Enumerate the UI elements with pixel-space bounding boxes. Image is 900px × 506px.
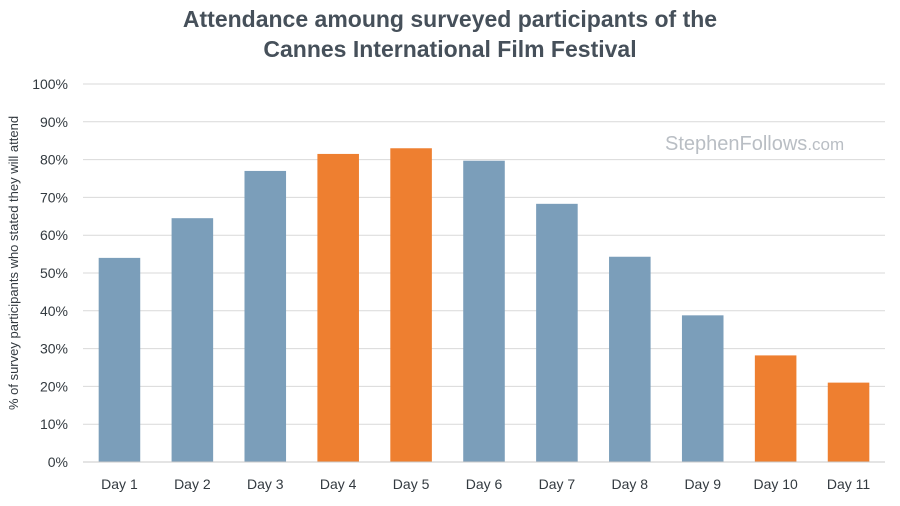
x-tick-label: Day 9 bbox=[684, 476, 721, 492]
y-tick-label: 90% bbox=[40, 114, 68, 130]
y-axis-ticks: 0% 10% 20% 30% 40% 50% 60% 70% 80% 90% 100% bbox=[32, 76, 68, 470]
bar-day-3 bbox=[244, 170, 287, 462]
y-tick-label: 30% bbox=[40, 341, 68, 357]
y-tick-label: 80% bbox=[40, 152, 68, 168]
chart-title: Attendance amoung surveyed participants … bbox=[0, 4, 900, 64]
bar-day-1 bbox=[98, 257, 141, 462]
x-tick-label: Day 3 bbox=[247, 476, 284, 492]
watermark-main: StephenFollows bbox=[665, 133, 807, 155]
bar-day-7 bbox=[536, 203, 578, 463]
x-tick-label: Day 4 bbox=[320, 476, 357, 492]
chart-title-line-2: Cannes International Film Festival bbox=[263, 36, 637, 62]
y-tick-label: 0% bbox=[48, 454, 68, 470]
bar-day-4 bbox=[317, 153, 359, 462]
bar-day-10 bbox=[754, 355, 797, 462]
bar-day-11 bbox=[827, 382, 870, 462]
y-tick-label: 50% bbox=[40, 265, 68, 281]
bar-day-2 bbox=[171, 218, 214, 462]
bar-day-5 bbox=[390, 148, 432, 462]
x-tick-label: Day 6 bbox=[466, 476, 503, 492]
y-tick-label: 10% bbox=[40, 416, 68, 432]
chart-title-line-1: Attendance amoung surveyed participants … bbox=[182, 6, 718, 32]
y-tick-label: 100% bbox=[32, 76, 68, 92]
y-tick-label: 20% bbox=[40, 378, 68, 394]
watermark-suffix: .com bbox=[807, 135, 844, 154]
x-tick-label: Day 2 bbox=[174, 476, 211, 492]
bar-day-9 bbox=[681, 315, 724, 462]
x-tick-label: Day 10 bbox=[753, 476, 798, 492]
x-tick-label: Day 1 bbox=[101, 476, 138, 492]
x-tick-label: Day 8 bbox=[612, 476, 649, 492]
watermark: StephenFollows.com bbox=[665, 133, 844, 155]
bar-day-6 bbox=[463, 160, 505, 462]
bars bbox=[98, 148, 870, 463]
y-tick-label: 70% bbox=[40, 189, 68, 205]
bar-day-8 bbox=[609, 256, 651, 462]
y-axis-label: % of survey participants who stated they… bbox=[6, 116, 21, 410]
y-tick-label: 60% bbox=[40, 227, 68, 243]
x-tick-label: Day 7 bbox=[539, 476, 576, 492]
x-axis-ticks: Day 1 Day 2 Day 3 Day 4 Day 5 Day 6 Day 7 Day 8… bbox=[101, 476, 870, 492]
x-tick-label: Day 11 bbox=[827, 476, 871, 492]
x-tick-label: Day 5 bbox=[393, 476, 430, 492]
y-tick-label: 40% bbox=[40, 303, 68, 319]
